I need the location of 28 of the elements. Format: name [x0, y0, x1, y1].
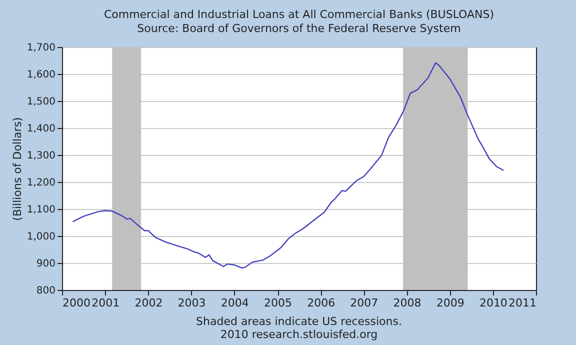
y-tick-label: 1,300	[26, 150, 56, 162]
text: 2010 research.stlouisfed.org	[220, 328, 378, 341]
x-tick-label: 2001	[92, 296, 120, 310]
x-tick-label: 2009	[436, 296, 464, 310]
y-tick-label: 1,700	[26, 42, 56, 54]
y-tick-label: 1,000	[26, 232, 56, 242]
x-tick-label: 2005	[264, 296, 292, 310]
y-tick-label: 900	[36, 258, 56, 270]
x-tick-label: 2007	[350, 296, 378, 310]
y-tick-label: 1,200	[26, 178, 56, 188]
y-axis-title: (Billions of Dollars)	[10, 117, 24, 221]
x-tick-label: 2010	[479, 296, 508, 310]
y-tick-label: 800	[36, 286, 56, 296]
x-tick-label: 2004	[220, 296, 249, 310]
x-tick-label: 2003	[178, 296, 206, 310]
text: Shaded areas indicate US recessions.	[196, 315, 402, 328]
chart-title: Commercial and Industrial Loans at All Commercial Banks (BUSLOANS)	[104, 8, 494, 21]
y-tick-label: 1,400	[26, 124, 56, 134]
x-tick-label: 2002	[134, 296, 163, 310]
x-tick-label: 2008	[393, 296, 422, 310]
x-tick-label: 2000	[62, 296, 90, 310]
y-tick-label: 1,100	[26, 204, 56, 216]
chart-subtitle: Source: Board of Governors of the Federal Reserve System	[137, 22, 461, 35]
x-tick-label: 2006	[307, 296, 336, 310]
line-series	[72, 62, 504, 268]
x-tick-label: 2011	[508, 296, 536, 310]
y-tick-label: 1,500	[26, 96, 56, 108]
y-tick-label: 1,600	[26, 70, 56, 80]
